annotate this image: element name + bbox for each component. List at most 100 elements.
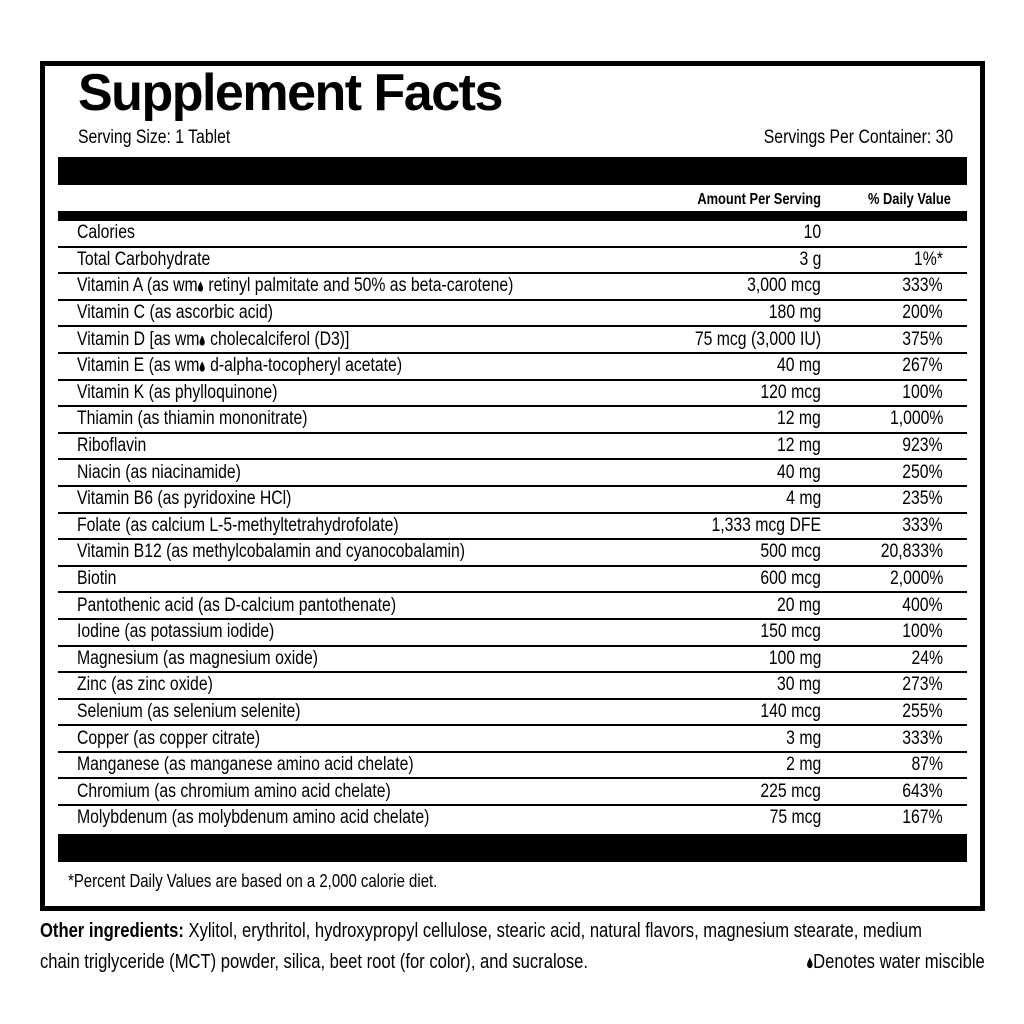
serving-size-text: Serving Size: 1 Tablet (78, 127, 231, 148)
row-amount: 225 mcg (760, 780, 821, 802)
row-label: Thiamin (as thiamin mononitrate) (77, 408, 308, 430)
row-amount: 140 mcg (760, 700, 821, 722)
row-label: Magnesium (as magnesium oxide) (77, 647, 319, 669)
table-row: Folate (as calcium L-5-methyltetrahydrof… (58, 511, 967, 539)
row-amount: 3,000 mcg (747, 275, 821, 297)
row-amount: 2 mg (785, 754, 821, 776)
table-row: Calories 10 (58, 221, 967, 246)
serving-info-row: Serving Size: 1 Tablet Servings Per Cont… (58, 127, 967, 149)
droplet-icon (807, 957, 813, 969)
panel-title: Supplement Facts (78, 64, 503, 122)
table-row: Selenium (as selenium selenite) 140 mcg 25… (58, 697, 967, 725)
row-amount: 40 mg (777, 461, 821, 483)
table-row: Vitamin C (as ascorbic acid) 180 mg 200% (58, 298, 967, 326)
row-dv (821, 222, 967, 244)
row-dv: 923% (902, 435, 943, 457)
row-label: Copper (as copper citrate) (77, 727, 261, 749)
row-dv: 643% (902, 780, 943, 802)
table-row: Manganese (as manganese amino acid chela… (58, 750, 967, 778)
row-dv: 100% (902, 381, 943, 403)
table-row: Vitamin D [as wm cholecalciferol (D3)] 75… (58, 325, 967, 352)
table-row: Vitamin B12 (as methylcobalamin and cyan… (58, 538, 967, 565)
other-ingredients-line1: Xylitol, erythritol, hydroxypropyl cellu… (183, 920, 922, 942)
row-dv: 333% (902, 275, 943, 297)
row-label: Calories (77, 222, 135, 244)
water-miscible-note: Denotes water miscible (807, 947, 985, 978)
table-row: Copper (as copper citrate) 3 mg 333% (58, 724, 967, 751)
table-row: Vitamin E (as wm d-alpha-tocopheryl acet… (58, 351, 967, 379)
row-amount: 3 g (799, 248, 821, 270)
row-dv: 333% (902, 514, 943, 536)
divider-bar-bottom (58, 833, 967, 862)
row-label: Vitamin E (as wm d-alpha-tocopheryl acet… (77, 355, 403, 377)
table-row: Vitamin B6 (as pyridoxine HCl) 4 mg 235% (58, 484, 967, 512)
droplet-icon (199, 361, 206, 372)
other-ingredients-paragraph: Other ingredients: Xylitol, erythritol, … (40, 916, 985, 978)
row-amount: 30 mg (777, 674, 821, 696)
table-row: Biotin 600 mcg 2,000% (58, 564, 967, 592)
row-amount: 100 mg (768, 647, 821, 669)
row-label: Vitamin B12 (as methylcobalamin and cyan… (77, 541, 466, 563)
row-dv: 87% (911, 754, 943, 776)
table-row: Thiamin (as thiamin mononitrate) 12 mg 1,0… (58, 405, 967, 432)
row-amount: 12 mg (777, 408, 821, 430)
row-label: Vitamin D [as wm cholecalciferol (D3)] (77, 328, 350, 350)
row-dv: 20,833% (880, 541, 943, 563)
row-amount: 40 mg (777, 355, 821, 377)
row-label: Riboflavin (77, 435, 147, 457)
table-row: Magnesium (as magnesium oxide) 100 mg 24% (58, 644, 967, 672)
divider-bar-top (58, 157, 967, 185)
row-amount: 4 mg (785, 488, 821, 510)
row-dv: 235% (902, 488, 943, 510)
row-label: Vitamin A (as wm retinyl palmitate and 5… (77, 275, 514, 297)
row-dv: 273% (902, 674, 943, 696)
divider-bar-header (58, 211, 967, 221)
facts-rows: Calories 10 Total Carbohydrate 3 g 1%* Vitami… (58, 221, 967, 831)
row-label: Iodine (as potassium iodide) (77, 621, 275, 643)
other-ingredients-line2: chain triglyceride (MCT) powder, silica,… (40, 951, 589, 973)
row-dv: 2,000% (889, 568, 943, 590)
droplet-icon (199, 335, 206, 346)
row-amount: 20 mg (777, 594, 821, 616)
table-row: Iodine (as potassium iodide) 150 mcg 100% (58, 617, 967, 645)
row-label: Vitamin C (as ascorbic acid) (77, 302, 274, 324)
row-label: Zinc (as zinc oxide) (77, 674, 213, 696)
row-amount: 150 mcg (760, 621, 821, 643)
row-dv: 100% (902, 621, 943, 643)
row-label: Molybdenum (as molybdenum amino acid che… (77, 807, 430, 829)
row-dv: 400% (902, 594, 943, 616)
row-amount: 1,333 mcg DFE (711, 514, 821, 536)
row-amount: 10 (803, 222, 821, 244)
servings-per-container-text: Servings Per Container: 30 (763, 127, 953, 148)
row-label: Niacin (as niacinamide) (77, 461, 241, 483)
daily-value-header: % Daily Value (868, 191, 951, 208)
droplet-icon (198, 281, 204, 293)
row-dv: 1%* (914, 248, 943, 270)
supplement-facts-panel: Supplement Facts Serving Size: 1 Tablet … (40, 61, 985, 911)
table-row: Zinc (as zinc oxide) 30 mg 273% (58, 671, 967, 698)
row-dv: 1,000% (889, 408, 943, 430)
row-label: Vitamin B6 (as pyridoxine HCl) (77, 488, 292, 510)
row-amount: 75 mcg (769, 807, 821, 829)
column-header-row: Amount Per Serving % Daily Value (58, 185, 967, 211)
row-dv: 167% (902, 807, 943, 829)
row-dv: 255% (902, 700, 943, 722)
row-dv: 24% (911, 647, 943, 669)
row-amount: 75 mcg (3,000 IU) (694, 328, 821, 350)
row-amount: 3 mg (785, 727, 821, 749)
table-row: Vitamin K (as phylloquinone) 120 mcg 100% (58, 378, 967, 406)
table-row: Vitamin A (as wm retinyl palmitate and 5… (58, 272, 967, 299)
table-row: Total Carbohydrate 3 g 1%* (58, 245, 967, 273)
row-amount: 12 mg (777, 435, 821, 457)
row-amount: 600 mcg (760, 568, 821, 590)
table-row: Niacin (as niacinamide) 40 mg 250% (58, 458, 967, 485)
row-dv: 333% (902, 727, 943, 749)
row-dv: 375% (902, 328, 943, 350)
row-label: Folate (as calcium L-5-methyltetrahydrof… (77, 514, 399, 536)
row-amount: 180 mg (768, 302, 821, 324)
row-label: Biotin (77, 568, 117, 590)
row-label: Pantothenic acid (as D-calcium pantothen… (77, 594, 397, 616)
daily-value-footnote: *Percent Daily Values are based on a 2,0… (68, 870, 438, 891)
row-dv: 250% (902, 461, 943, 483)
amount-per-serving-header: Amount Per Serving (697, 191, 821, 208)
